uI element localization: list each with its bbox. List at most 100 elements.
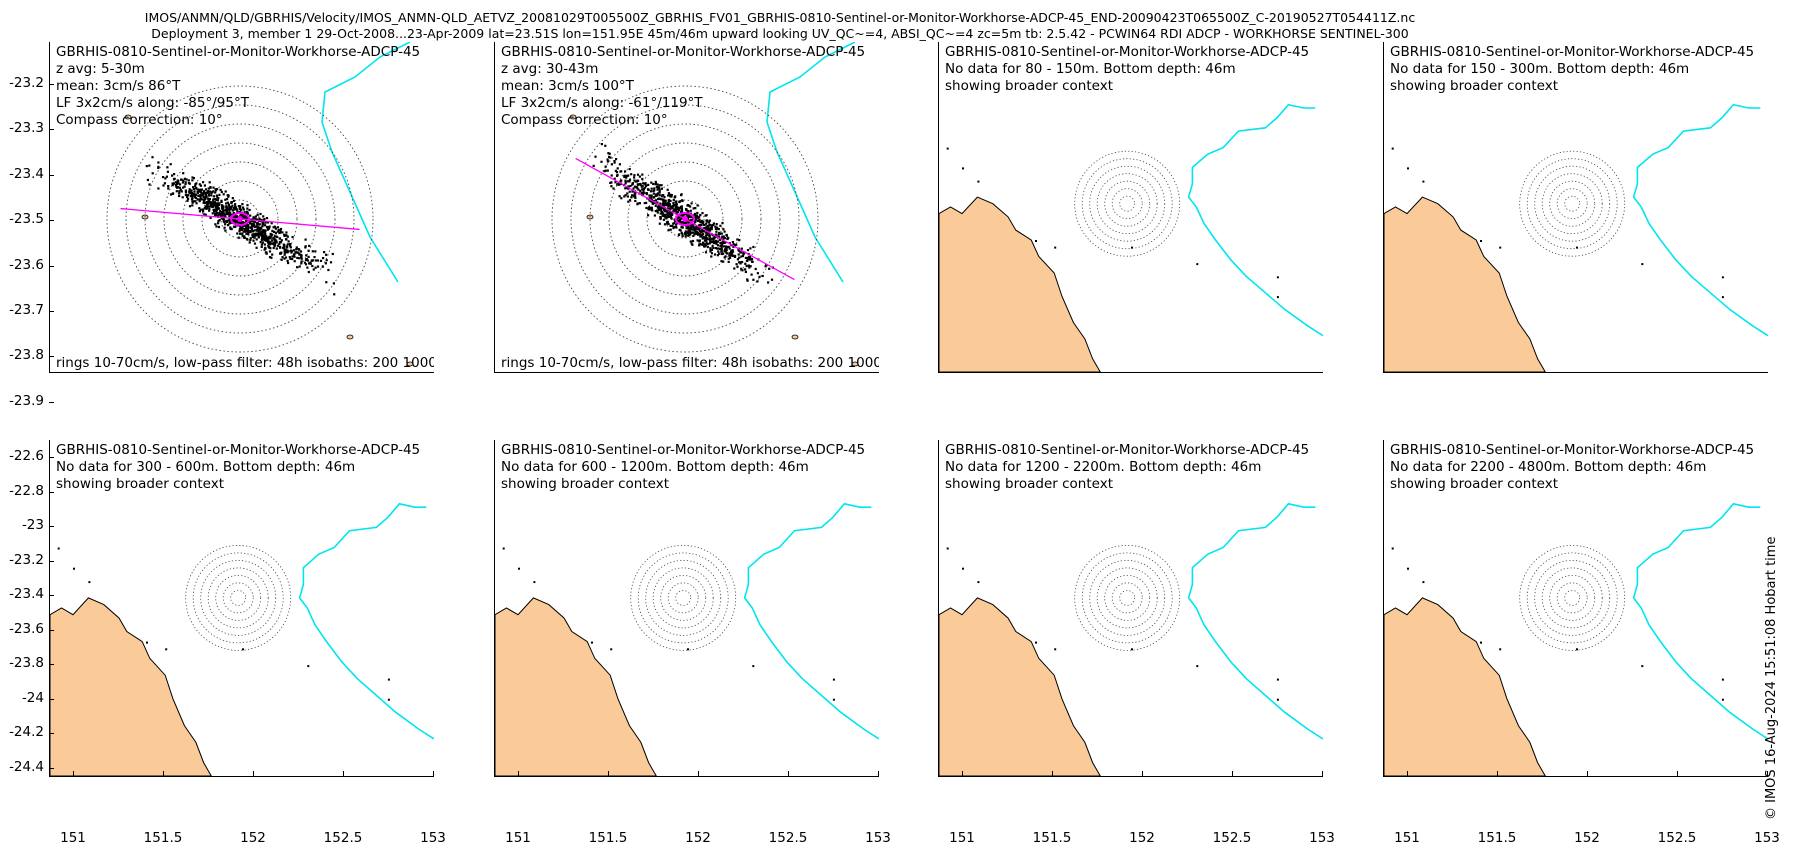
ring-3 (627, 161, 743, 277)
island-8 (1276, 296, 1279, 299)
island-0 (1391, 547, 1394, 550)
y-tick-label: -24 (21, 689, 44, 706)
timestamp-label: © IMOS 16-Aug-2024 15:51:08 Hobart time (1764, 536, 1779, 820)
island-3 (146, 641, 148, 644)
panel-label: GBRHIS-0810-Sentinel-or-Monitor-Workhors… (56, 44, 421, 60)
island-4 (1499, 246, 1502, 249)
ring-6 (1081, 552, 1173, 644)
panel-1: GBRHIS-0810-Sentinel-or-Monitor-Workhors… (49, 42, 434, 373)
panel-label: GBRHIS-0810-Sentinel-or-Monitor-Workhors… (56, 442, 421, 458)
panel-line-2: showing broader context (1390, 78, 1559, 94)
ring-4 (1541, 173, 1603, 235)
panel-line-1: No data for 300 - 600m. Bottom depth: 46… (56, 459, 356, 475)
ring-7 (630, 544, 737, 651)
x-tick-mark (878, 771, 879, 776)
x-tick-label: 152 (240, 830, 266, 846)
x-tick-mark (788, 771, 789, 776)
island-6 (1196, 263, 1199, 266)
x-tick-mark (73, 771, 74, 776)
ring-5 (1089, 165, 1166, 242)
island-8 (1276, 698, 1279, 701)
x-tick-label: 153 (1309, 830, 1335, 846)
ring-6 (637, 552, 729, 644)
ring-4 (163, 142, 317, 296)
island-0 (946, 547, 949, 550)
island-6 (1196, 665, 1199, 668)
coastline (1384, 597, 1546, 776)
y-tick-mark (49, 560, 54, 562)
coastline (495, 597, 657, 776)
y-tick-label: -23.2 (9, 551, 44, 568)
ring-2 (1111, 188, 1143, 220)
y-tick-mark (49, 664, 54, 665)
ring-2 (1111, 582, 1143, 614)
y-tick-mark (49, 265, 54, 267)
panel-label: GBRHIS-0810-Sentinel-or-Monitor-Workhors… (1390, 442, 1755, 458)
panel-plot-5 (50, 502, 434, 776)
ring-5 (1534, 165, 1611, 242)
panel-line-2: showing broader context (945, 78, 1114, 94)
panel-annotation: GBRHIS-0810-Sentinel-or-Monitor-Workhors… (1390, 442, 1754, 493)
x-tick-mark (1497, 771, 1498, 776)
ring-3 (1549, 574, 1596, 621)
x-tick-mark (163, 771, 164, 776)
panel-label: GBRHIS-0810-Sentinel-or-Monitor-Workhors… (501, 44, 866, 60)
shelf-isobath (321, 42, 411, 283)
x-tick-label: 151.5 (1477, 830, 1517, 846)
panel-annotation: GBRHIS-0810-Sentinel-or-Monitor-Workhors… (501, 44, 865, 129)
panel-annotation: GBRHIS-0810-Sentinel-or-Monitor-Workhors… (501, 442, 865, 493)
island-8 (1721, 698, 1724, 701)
y-tick-label: -22.6 (9, 448, 44, 464)
panel-line-4: Compass correction: 10° (56, 112, 223, 128)
island-5 (1131, 246, 1133, 249)
panel-label: GBRHIS-0810-Sentinel-or-Monitor-Workhors… (945, 442, 1310, 458)
panel-label: GBRHIS-0810-Sentinel-or-Monitor-Workhors… (1390, 44, 1755, 60)
y-tick-label: -23.4 (9, 586, 44, 602)
island-2 (977, 581, 980, 584)
ring-2 (1556, 188, 1588, 220)
ring-4 (207, 567, 269, 629)
island-4 (610, 648, 613, 651)
island-0 (569, 114, 577, 120)
island-6 (307, 665, 310, 668)
ring-3 (1104, 574, 1151, 621)
ring-1 (1564, 589, 1581, 606)
y-tick-mark (49, 629, 54, 631)
panel-annotation: GBRHIS-0810-Sentinel-or-Monitor-Workhors… (945, 44, 1309, 95)
panel-footer: rings 10-70cm/s, low-pass filter: 48h is… (56, 355, 434, 371)
x-tick-label: 152.5 (1657, 830, 1697, 846)
x-tick-label: 152 (1574, 830, 1600, 846)
shelf-isobath (1187, 103, 1323, 337)
x-tick-label: 152.5 (323, 830, 363, 846)
y-tick-label: -23 (21, 517, 44, 533)
ring-2 (201, 180, 279, 258)
ring-5 (1089, 559, 1166, 636)
island-7 (1276, 276, 1279, 279)
y-tick-mark (49, 311, 54, 312)
y-tick-mark (49, 491, 54, 493)
panel-annotation: GBRHIS-0810-Sentinel-or-Monitor-Workhors… (56, 442, 420, 493)
panel-7: GBRHIS-0810-Sentinel-or-Monitor-Workhors… (938, 440, 1323, 777)
island-2 (1422, 180, 1425, 183)
island-8 (832, 698, 835, 701)
island-3 (1035, 240, 1037, 242)
y-tick-label: -23.6 (9, 620, 44, 637)
x-tick-label: 153 (865, 830, 891, 846)
ring-4 (652, 567, 714, 629)
y-tick-mark (49, 356, 54, 358)
ring-5 (1534, 559, 1611, 636)
ring-6 (1526, 158, 1618, 250)
ring-5 (144, 123, 336, 315)
island-8 (1721, 296, 1724, 299)
y-tick-label: -23.3 (9, 120, 44, 137)
y-tick-mark (49, 526, 54, 527)
island-2 (533, 581, 536, 584)
shelf-isobath (1632, 103, 1768, 337)
x-tick-mark (253, 771, 254, 776)
island-2 (977, 180, 980, 183)
island-3 (1480, 641, 1482, 644)
island-2 (88, 581, 91, 584)
panel-line-3: LF 3x2cm/s along: -85°/95°T (56, 95, 249, 111)
ring-6 (1081, 158, 1173, 250)
y-tick-label: -23.4 (9, 165, 44, 182)
